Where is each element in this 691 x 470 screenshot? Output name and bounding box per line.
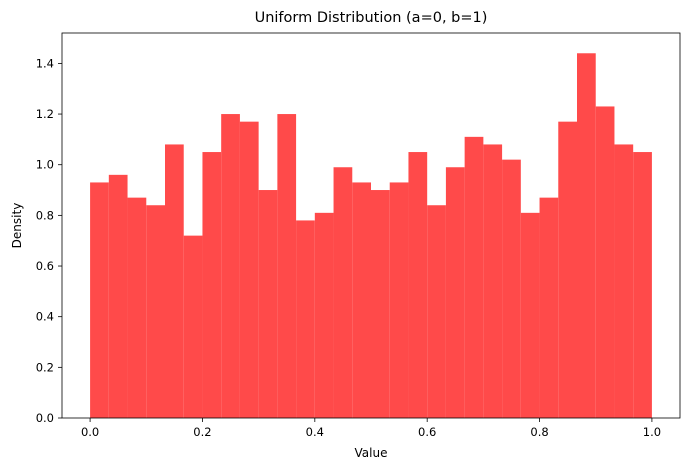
histogram-bar [445, 167, 465, 418]
histogram-bar [352, 182, 371, 418]
histogram-bar [539, 197, 559, 418]
histogram-bar [520, 212, 540, 418]
x-tick-label: 1.0 [643, 425, 661, 439]
histogram-bars [90, 53, 652, 419]
y-tick-label: 0.8 [36, 208, 54, 222]
histogram-bar [614, 144, 634, 418]
histogram-bar [389, 182, 409, 418]
y-tick-label: 1.0 [36, 158, 54, 172]
histogram-bar [595, 106, 615, 418]
histogram-bar [464, 136, 484, 418]
histogram-bar [221, 114, 240, 418]
histogram-bar [90, 182, 109, 418]
histogram-bar [146, 205, 165, 418]
histogram-bar [165, 144, 184, 418]
histogram-bar [277, 114, 297, 418]
histogram-bar [183, 235, 203, 418]
histogram-bar [502, 159, 521, 419]
histogram-bar [127, 197, 147, 418]
chart-title: Uniform Distribution (a=0, b=1) [255, 10, 488, 26]
histogram-bar [633, 152, 652, 418]
x-axis-label: Value [355, 446, 388, 460]
histogram-bar [202, 152, 222, 418]
plot-frame [61, 32, 681, 419]
histogram-bar [296, 220, 315, 418]
y-tick-label: 0.2 [36, 360, 54, 374]
x-tick-label: 0.8 [530, 425, 548, 439]
x-tick-label: 0.6 [418, 425, 436, 439]
histogram-bar [314, 212, 334, 418]
y-axis-label: Density [10, 203, 24, 249]
x-axis-ticks: 0.0 0.2 0.4 0.6 0.8 1.0 [81, 418, 661, 439]
y-axis-ticks: 0.0 0.2 0.4 0.6 0.8 1.0 1.2 1.4 [36, 56, 62, 425]
histogram-bar [333, 167, 353, 418]
histogram-bar [239, 121, 259, 419]
histogram-bar [258, 190, 278, 418]
histogram-bar [108, 174, 128, 418]
x-tick-label: 0.2 [193, 425, 211, 439]
histogram-bar [408, 152, 428, 418]
y-tick-label: 1.4 [36, 56, 54, 70]
y-tick-label: 1.2 [36, 107, 54, 121]
histogram-bar [427, 205, 446, 418]
x-tick-label: 0.0 [81, 425, 99, 439]
y-tick-label: 0.0 [36, 411, 54, 425]
x-tick-label: 0.4 [306, 425, 324, 439]
histogram-bar [558, 121, 577, 419]
y-tick-label: 0.4 [36, 310, 54, 324]
y-tick-label: 0.6 [36, 259, 54, 273]
histogram-bar [371, 190, 390, 418]
histogram-bar [483, 144, 503, 418]
histogram-bar [577, 53, 596, 419]
